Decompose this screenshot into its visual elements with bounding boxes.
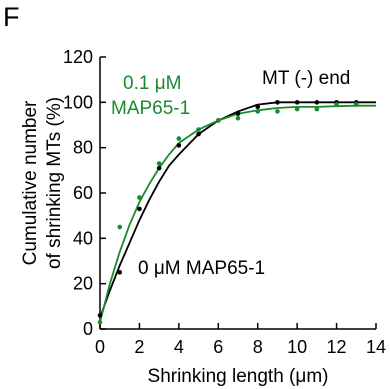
data-point-series-0 [196, 131, 201, 137]
x-tick-label: 2 [134, 337, 144, 357]
x-tick-label: 10 [287, 337, 307, 357]
x-tick-label: 6 [213, 337, 223, 357]
data-point-series-0 [255, 104, 261, 110]
data-point-series-0 [156, 165, 162, 171]
data-point-series-0 [294, 100, 300, 105]
fit-curves [99, 101, 376, 323]
data-point-series-0 [117, 270, 123, 275]
black-series-label: 0 μM MAP65-1 [138, 258, 265, 279]
x-tick-label: 12 [327, 337, 347, 357]
y-tick-label: 0 [83, 319, 93, 339]
data-points [97, 100, 359, 325]
y-tick-label: 80 [73, 138, 93, 158]
green-series-label-line1: 0.1 μM [123, 73, 181, 94]
end-label: MT (-) end [262, 68, 350, 89]
data-point-series-1 [294, 106, 300, 112]
data-point-series-1 [176, 136, 182, 141]
y-axis-title-line1: Cumulative number [20, 100, 41, 265]
data-point-series-1 [137, 195, 142, 200]
y-axis-title-line2: of shrinking MTs (%) [44, 97, 65, 269]
y-tick-label: 40 [73, 228, 93, 248]
y-tick-label: 20 [73, 274, 93, 294]
data-point-series-1 [255, 109, 261, 114]
x-tick-label: 4 [174, 337, 184, 357]
x-tick-label: 0 [95, 337, 105, 357]
data-point-series-1 [97, 319, 103, 325]
data-point-series-1 [156, 161, 162, 166]
axes: 0 20 40 60 80 100 120 0 2 4 6 8 10 12 14 [63, 47, 386, 357]
data-point-series-0 [176, 143, 182, 148]
y-tick-label: 100 [63, 92, 93, 112]
data-point-series-0 [275, 100, 280, 105]
data-point-series-1 [275, 109, 280, 114]
x-axis-title: Shrinking length (μm) [148, 366, 329, 387]
x-tick-label: 14 [366, 337, 386, 357]
fit-line-series-1 [99, 104, 376, 323]
green-series-label-line2: MAP65-1 [111, 98, 190, 119]
data-point-series-1 [353, 102, 359, 107]
data-point-series-1 [235, 115, 241, 121]
data-point-series-0 [314, 100, 320, 105]
data-point-series-1 [117, 224, 123, 230]
data-point-series-1 [196, 127, 201, 132]
data-point-series-1 [314, 106, 320, 112]
panel-label: F [3, 2, 20, 32]
x-tick-label: 8 [253, 337, 263, 357]
data-point-series-0 [97, 313, 103, 318]
data-point-series-1 [215, 118, 221, 123]
data-point-series-0 [137, 206, 142, 212]
y-tick-label: 120 [63, 47, 93, 67]
data-point-series-0 [235, 111, 241, 116]
y-tick-label: 60 [73, 183, 93, 203]
data-point-series-1 [334, 102, 339, 107]
